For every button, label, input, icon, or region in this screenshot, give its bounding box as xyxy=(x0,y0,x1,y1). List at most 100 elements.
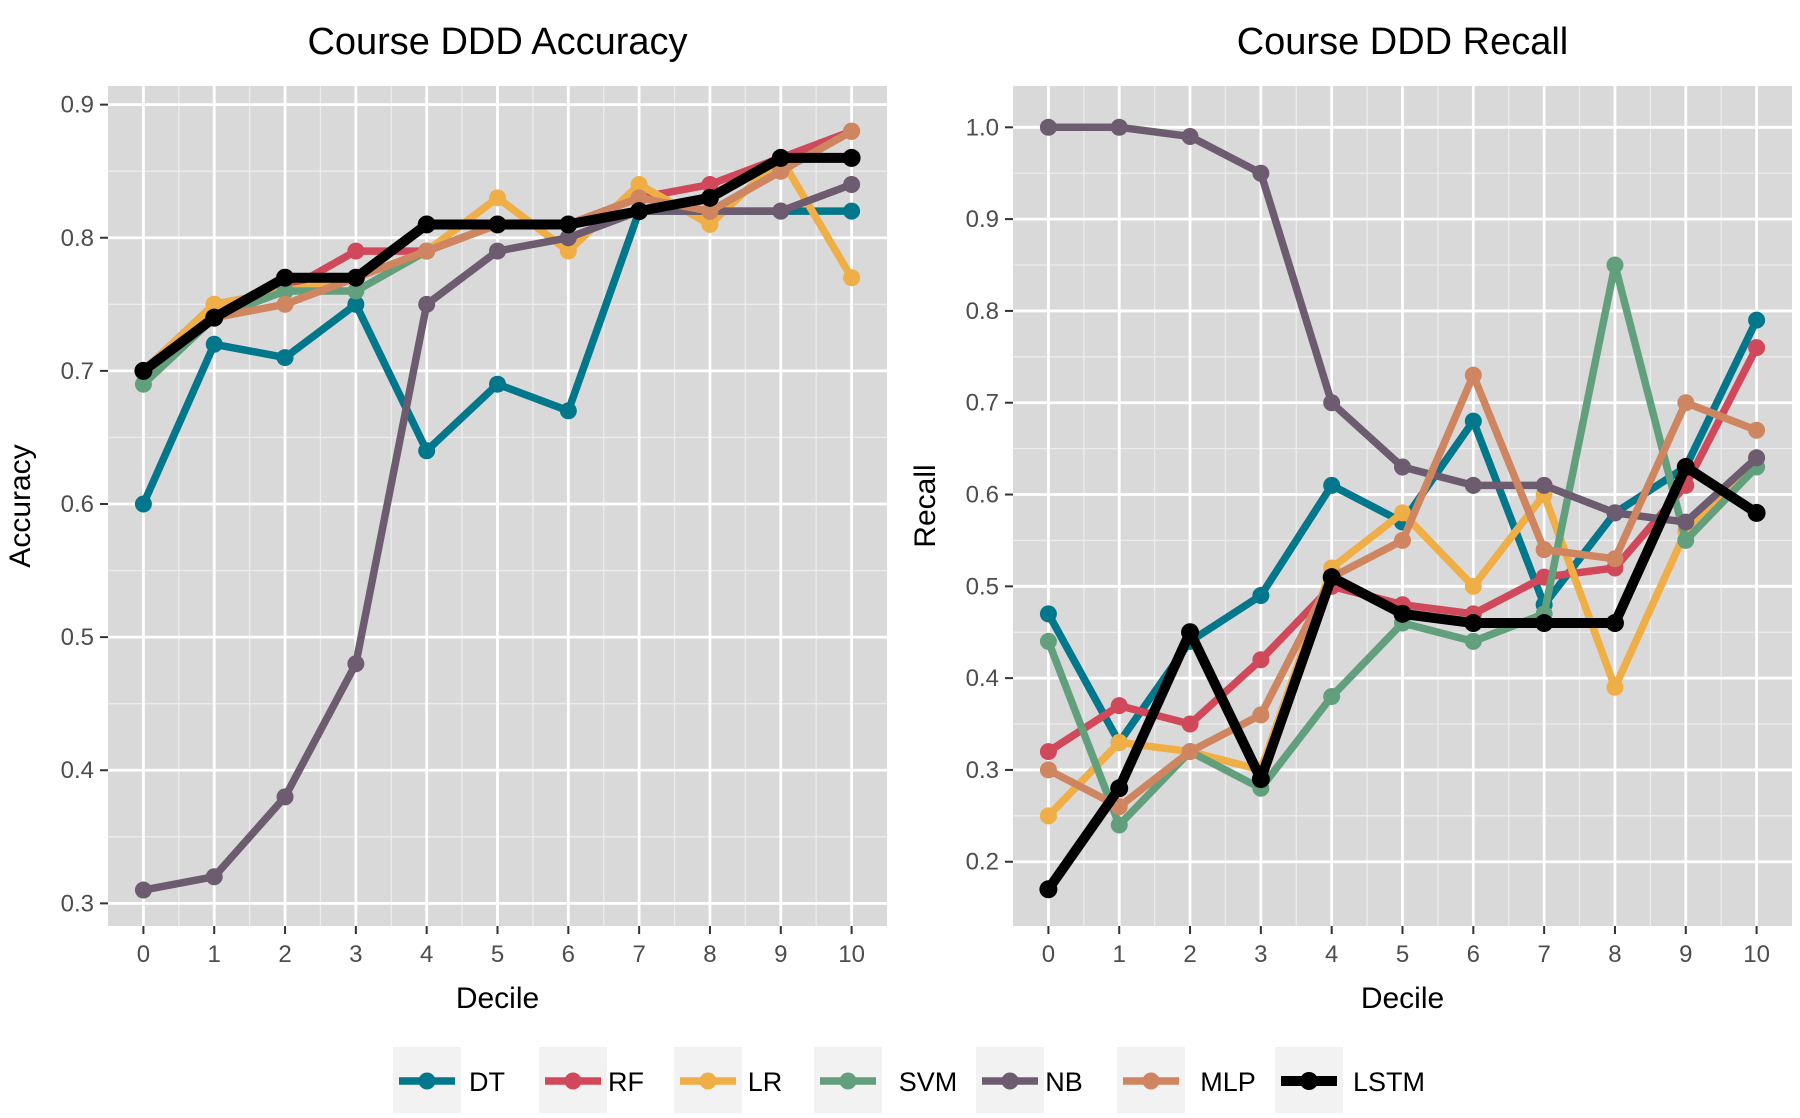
accuracy-y-label: Accuracy xyxy=(4,444,37,567)
data-point xyxy=(1394,531,1411,549)
x-tick-label: 9 xyxy=(1679,941,1692,968)
y-tick-label: 0.3 xyxy=(966,757,999,784)
data-point xyxy=(134,881,152,899)
data-point xyxy=(1039,632,1057,650)
data-point xyxy=(1464,632,1482,650)
data-point xyxy=(276,788,294,806)
data-point xyxy=(347,282,365,300)
data-point xyxy=(205,868,223,886)
data-point xyxy=(1252,651,1270,669)
legend-item-nb: NB xyxy=(976,1047,1083,1115)
data-point xyxy=(205,295,223,313)
x-tick-label: 0 xyxy=(137,941,150,968)
x-tick-label: 4 xyxy=(420,941,433,968)
data-point xyxy=(1039,605,1057,623)
y-tick-label: 0.6 xyxy=(966,482,999,509)
data-point xyxy=(843,269,861,287)
x-tick-label: 3 xyxy=(349,941,362,968)
data-point xyxy=(488,215,507,234)
legend-key-point xyxy=(699,1072,717,1090)
data-point xyxy=(1677,531,1695,549)
data-point xyxy=(1464,614,1483,633)
data-point xyxy=(772,202,790,220)
y-tick-label: 0.9 xyxy=(966,206,999,233)
recall-series-rf xyxy=(1039,339,1766,761)
data-point xyxy=(489,242,506,260)
legend-label: LSTM xyxy=(1353,1067,1425,1097)
data-point xyxy=(1464,577,1482,595)
legend-key-point xyxy=(1300,1072,1318,1090)
legend-key-point xyxy=(1142,1072,1160,1090)
data-point xyxy=(1676,457,1695,476)
data-point xyxy=(1394,458,1411,476)
x-tick-label: 7 xyxy=(1537,941,1550,968)
data-point xyxy=(1535,541,1553,559)
x-tick-label: 10 xyxy=(838,941,865,968)
x-tick-label: 1 xyxy=(208,941,221,968)
data-point xyxy=(276,282,294,300)
legend-key-point xyxy=(418,1072,436,1090)
data-point xyxy=(559,242,577,260)
data-point xyxy=(418,242,436,260)
data-point xyxy=(1252,164,1270,182)
data-point xyxy=(559,402,577,420)
data-point xyxy=(134,375,152,393)
x-tick-label: 6 xyxy=(1467,941,1480,968)
data-point xyxy=(1464,366,1482,384)
data-point xyxy=(772,162,790,180)
x-tick-label: 8 xyxy=(1608,941,1621,968)
data-point xyxy=(1464,476,1482,494)
legend-item-lr: LR xyxy=(674,1047,783,1115)
data-point xyxy=(559,229,577,247)
recall-series-mlp xyxy=(1039,366,1766,816)
data-point xyxy=(559,215,578,234)
y-tick-label: 0.2 xyxy=(966,849,999,876)
y-tick-label: 0.3 xyxy=(61,890,94,917)
data-point xyxy=(276,349,294,367)
data-point xyxy=(418,442,436,460)
data-point xyxy=(1181,743,1199,761)
data-point xyxy=(1748,339,1766,357)
recall-y-axis: 0.2 0.3 0.4 0.5 0.6 0.7 0.8 0.9 1.0 xyxy=(966,114,1013,876)
y-tick-label: 0.5 xyxy=(61,624,94,651)
legend-key-point xyxy=(1001,1072,1019,1090)
recall-title: Course DDD Recall xyxy=(1237,21,1569,63)
data-point xyxy=(1181,623,1200,642)
data-point xyxy=(1677,394,1695,412)
y-tick-label: 0.9 xyxy=(61,92,94,119)
data-point xyxy=(1748,449,1766,467)
y-tick-label: 0.7 xyxy=(966,390,999,417)
data-point xyxy=(630,176,648,194)
recall-series-svm xyxy=(1039,256,1766,834)
legend-item-lstm: LSTM xyxy=(1275,1047,1425,1115)
recall-chart: 0.2 0.3 0.4 0.5 0.6 0.7 0.8 0.9 1.0 0 1 2 3 4 5 6 7 8 9 10… xyxy=(909,21,1792,1015)
x-tick-label: 2 xyxy=(278,941,291,968)
accuracy-title: Course DDD Accuracy xyxy=(307,21,687,63)
data-point xyxy=(418,295,436,313)
data-point xyxy=(1748,421,1766,439)
data-point xyxy=(347,295,365,313)
x-tick-label: 5 xyxy=(491,941,504,968)
data-point xyxy=(1110,779,1129,798)
data-point xyxy=(1110,733,1128,751)
data-point xyxy=(1323,476,1341,494)
data-point xyxy=(1181,715,1199,733)
data-point xyxy=(1606,504,1624,522)
data-point xyxy=(843,122,861,140)
accuracy-y-axis: 0.3 0.4 0.5 0.6 0.7 0.8 0.9 xyxy=(61,92,108,917)
data-point xyxy=(1039,807,1057,825)
data-point xyxy=(630,202,649,221)
data-point xyxy=(1323,687,1341,705)
x-tick-label: 2 xyxy=(1183,941,1196,968)
recall-series-lstm xyxy=(1039,457,1766,899)
data-point xyxy=(1039,118,1057,136)
legend-label: MLP xyxy=(1200,1067,1256,1097)
recall-x-label: Decile xyxy=(1361,982,1444,1015)
x-tick-label: 4 xyxy=(1325,941,1338,968)
data-point xyxy=(1252,587,1270,605)
legend-label: LR xyxy=(748,1067,783,1097)
legend-key-point xyxy=(839,1072,857,1090)
legend-item-dt: DT xyxy=(393,1047,505,1115)
data-point xyxy=(1252,706,1270,724)
